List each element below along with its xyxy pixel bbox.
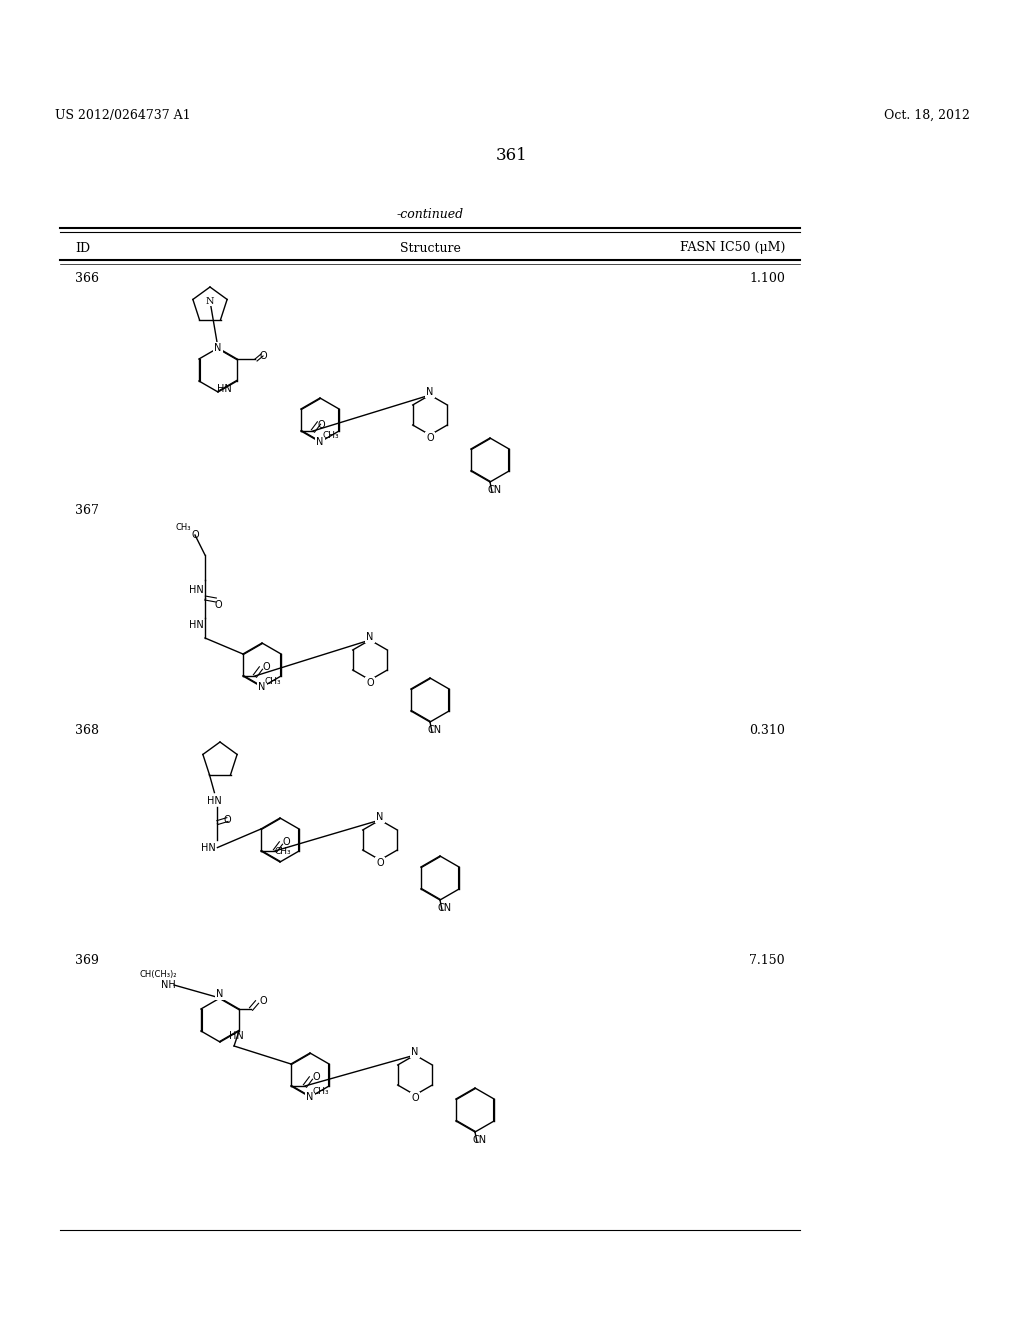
Text: HN: HN <box>188 620 204 630</box>
Text: O: O <box>317 420 325 430</box>
Text: N: N <box>206 297 214 305</box>
Text: HN: HN <box>201 842 216 853</box>
Text: CH₃: CH₃ <box>274 846 291 855</box>
Text: 7.150: 7.150 <box>750 953 785 966</box>
Text: HN: HN <box>229 1031 244 1041</box>
Text: O: O <box>214 601 222 610</box>
Text: CH₃: CH₃ <box>323 432 339 441</box>
Text: CN: CN <box>438 903 452 913</box>
Text: CN: CN <box>473 1135 487 1144</box>
Text: O: O <box>313 1072 321 1082</box>
Text: Oct. 18, 2012: Oct. 18, 2012 <box>884 108 970 121</box>
Text: ID: ID <box>75 242 90 255</box>
Text: N: N <box>306 1092 313 1102</box>
Text: N: N <box>367 632 374 642</box>
Text: N: N <box>214 343 221 352</box>
Text: CH₃: CH₃ <box>265 676 282 685</box>
Text: Structure: Structure <box>399 242 461 255</box>
Text: O: O <box>367 678 374 688</box>
Text: O: O <box>259 351 267 360</box>
Text: 369: 369 <box>75 953 99 966</box>
Text: O: O <box>223 814 231 825</box>
Text: HN: HN <box>217 384 231 393</box>
Text: O: O <box>412 1093 419 1104</box>
Text: CH₃: CH₃ <box>175 524 190 532</box>
Text: 361: 361 <box>496 147 528 164</box>
Text: N: N <box>316 437 324 447</box>
Text: 367: 367 <box>75 503 99 516</box>
Text: NH: NH <box>161 979 175 990</box>
Text: O: O <box>191 531 199 540</box>
Text: 368: 368 <box>75 723 99 737</box>
Text: CN: CN <box>488 484 502 495</box>
Text: HN: HN <box>188 585 204 595</box>
Text: CN: CN <box>428 725 442 735</box>
Text: CH(CH₃)₂: CH(CH₃)₂ <box>139 970 177 979</box>
Text: O: O <box>283 837 291 847</box>
Text: O: O <box>376 858 384 869</box>
Text: HN: HN <box>207 796 222 805</box>
Text: 366: 366 <box>75 272 99 285</box>
Text: 1.100: 1.100 <box>750 272 785 285</box>
Text: N: N <box>216 989 223 999</box>
Text: CH₃: CH₃ <box>312 1086 330 1096</box>
Text: N: N <box>376 812 384 822</box>
Text: US 2012/0264737 A1: US 2012/0264737 A1 <box>55 108 190 121</box>
Text: N: N <box>412 1047 419 1057</box>
Text: -continued: -continued <box>396 209 464 222</box>
Text: 0.310: 0.310 <box>750 723 785 737</box>
Text: FASN IC50 (μM): FASN IC50 (μM) <box>680 242 785 255</box>
Text: O: O <box>259 997 266 1006</box>
Text: N: N <box>258 682 265 692</box>
Text: N: N <box>426 387 434 397</box>
Text: O: O <box>263 663 270 672</box>
Text: O: O <box>426 433 434 444</box>
